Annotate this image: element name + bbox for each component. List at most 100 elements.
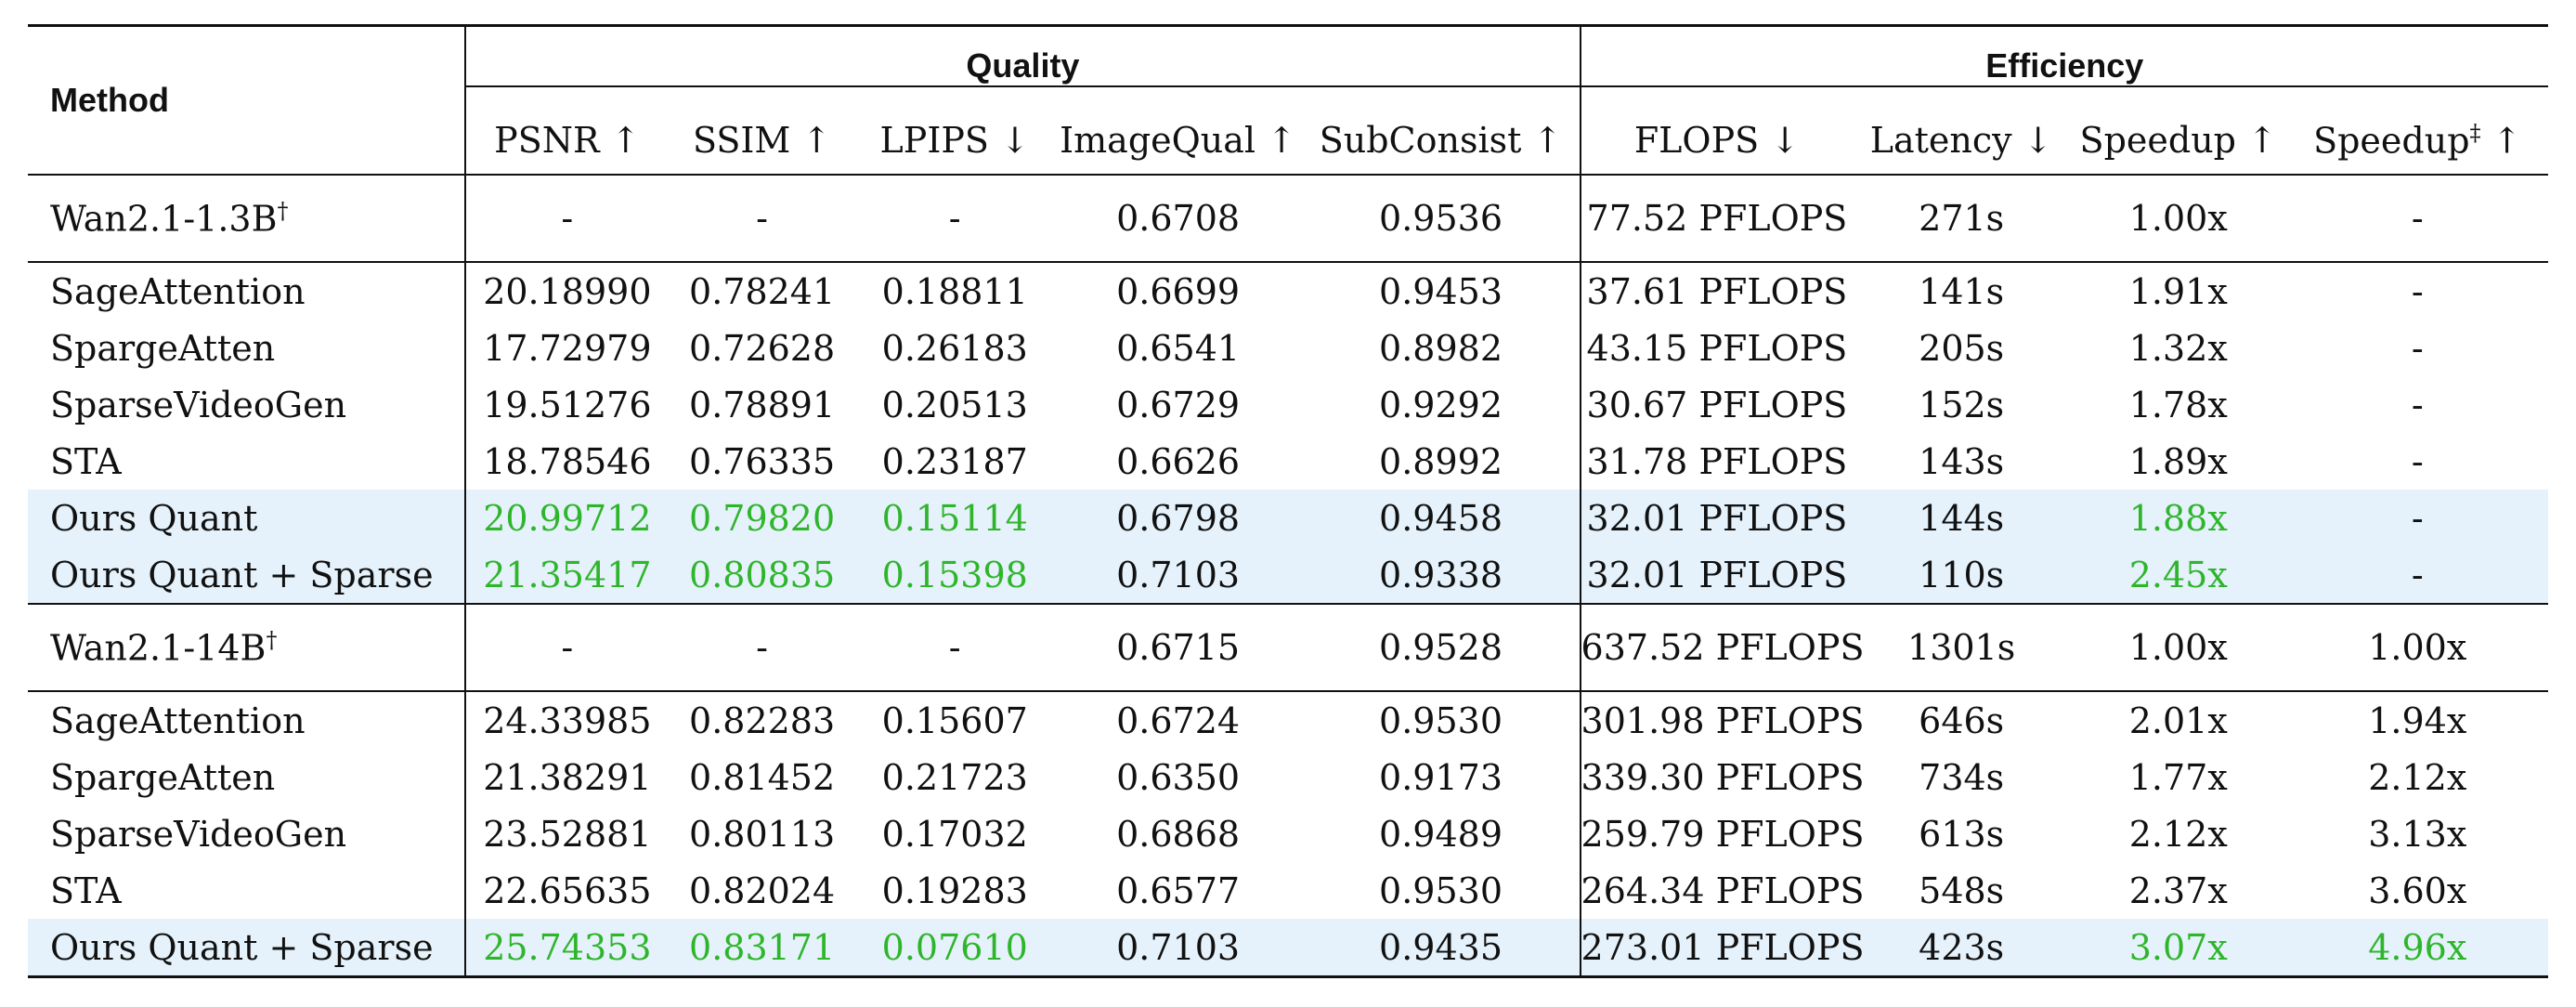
method-name-cell: SageAttention xyxy=(28,690,467,749)
value-cell: 423s xyxy=(1853,919,2070,978)
value-cell: 301.98 PFLOPS xyxy=(1580,690,1865,749)
value-cell: 0.6708 xyxy=(1053,174,1303,262)
value-cell: 0.26183 xyxy=(881,327,1028,369)
value-cell: 1.89x xyxy=(2128,440,2228,482)
value-cell: 734s xyxy=(1919,756,2005,798)
col-header-latency: Latency ↓ xyxy=(1869,120,2053,161)
value-cell: 1.91x xyxy=(2069,261,2287,320)
value-cell: 0.15607 xyxy=(855,690,1054,749)
value-cell: 0.7103 xyxy=(1053,546,1303,604)
value-cell: 613s xyxy=(1919,813,2005,855)
method-row: Ours Quant + Sparse 21.35417 0.80835 0.1539… xyxy=(28,546,2548,604)
method-row: STA 22.65635 0.82024 0.19283 0.6577 0.9530 264… xyxy=(28,862,2548,919)
value-cell: 2.45x xyxy=(2069,546,2287,604)
value-cell: 24.33985 xyxy=(465,690,669,749)
value-cell: 0.6350 xyxy=(1116,756,1241,798)
col-header-imagequal: ImageQual ↑ xyxy=(1060,120,1296,161)
value-cell: - xyxy=(855,174,1054,262)
value-cell: 30.67 PFLOPS xyxy=(1586,384,1848,425)
method-name-cell: Ours Quant + Sparse xyxy=(28,919,467,978)
value-cell: 2.01x xyxy=(2069,690,2287,749)
method-row: STA 18.78546 0.76335 0.23187 0.6626 0.8992 31.… xyxy=(28,433,2548,490)
value-cell: 0.9435 xyxy=(1302,919,1581,978)
value-cell: 0.72628 xyxy=(689,327,836,369)
value-cell: 0.82283 xyxy=(668,690,856,749)
value-cell: 0.19283 xyxy=(881,870,1028,911)
dagger-mark: † xyxy=(277,197,289,224)
value-cell: 0.6729 xyxy=(1116,384,1241,425)
value-cell: - xyxy=(2286,546,2548,604)
value-cell: 0.21723 xyxy=(881,756,1028,798)
value-cell: 17.72979 xyxy=(483,327,652,369)
baseline-row: Wan2.1-1.3B† - - -0.6708 0.9536 77.52 PFLOPS 2… xyxy=(28,174,2548,262)
method-name: Ours Quant + Sparse xyxy=(50,926,434,968)
speedup-dagger-text: Speedup xyxy=(2313,120,2470,162)
col-header-speedup: Speedup ↑ xyxy=(2079,120,2277,161)
efficiency-label: Efficiency xyxy=(1581,46,2548,87)
value-cell: 0.6868 xyxy=(1116,813,1241,855)
value-cell: 0.9530 xyxy=(1302,690,1581,749)
value-cell: 1.32x xyxy=(2128,327,2228,369)
method-name-cell: SparseVideoGen xyxy=(28,805,467,862)
value-cell: 0.9458 xyxy=(1302,490,1581,546)
value-cell: 43.15 PFLOPS xyxy=(1586,327,1848,369)
method-name: Wan2.1-1.3B xyxy=(50,198,278,240)
method-name-cell: STA xyxy=(28,862,467,919)
method-name-cell: Wan2.1-14B† xyxy=(28,603,467,691)
value-cell: 1301s xyxy=(1853,603,2070,691)
col-header-lpips: LPIPS ↓ xyxy=(879,120,1030,161)
value-cell: 0.76335 xyxy=(689,440,836,482)
value-cell: 264.34 PFLOPS xyxy=(1581,870,1865,911)
value-cell: - xyxy=(668,174,856,262)
col-header-subconsist: SubConsist ↑ xyxy=(1302,107,1581,175)
results-table: Method Quality Efficiency PSNR ↑ SSIM ↑ … xyxy=(28,24,2548,978)
value-cell: 1.00x xyxy=(2069,603,2287,691)
value-cell: 339.30 PFLOPS xyxy=(1581,756,1865,798)
value-cell: - xyxy=(2411,440,2424,482)
method-name-cell: SpargeAtten xyxy=(28,320,467,376)
value-cell: 0.17032 xyxy=(881,813,1028,855)
value-cell: 1.77x xyxy=(2128,756,2228,798)
value-cell: 0.6577 xyxy=(1116,870,1241,911)
value-cell: 143s xyxy=(1919,440,2005,482)
value-cell: 0.9489 xyxy=(1302,805,1581,862)
value-cell: 0.8982 xyxy=(1302,320,1581,376)
method-name: Ours Quant xyxy=(50,497,258,539)
method-name-cell: STA xyxy=(28,433,467,490)
baseline-row: Wan2.1-14B† - - -0.6715 0.9528 637.52 PFLOPS 1… xyxy=(28,603,2548,691)
value-cell: 0.18811 xyxy=(855,261,1054,320)
value-cell: 548s xyxy=(1919,870,2005,911)
value-cell: 0.7103 xyxy=(1053,919,1303,978)
value-cell: 19.51276 xyxy=(483,384,652,425)
col-header-ssim: SSIM ↑ xyxy=(692,120,832,161)
method-header: Method xyxy=(28,24,467,175)
value-cell: 1.94x xyxy=(2286,690,2548,749)
value-cell: 0.6715 xyxy=(1053,603,1303,691)
value-cell: 2.12x xyxy=(2128,813,2228,855)
value-cell: 3.13x xyxy=(2368,813,2467,855)
dagger-mark: † xyxy=(266,626,278,653)
value-cell: 0.23187 xyxy=(881,440,1028,482)
value-cell: 637.52 PFLOPS xyxy=(1580,603,1865,691)
value-cell: 21.38291 xyxy=(483,756,652,798)
value-cell: - xyxy=(668,603,856,691)
method-name: SageAttention xyxy=(50,270,306,312)
value-cell: 77.52 PFLOPS xyxy=(1580,174,1854,262)
speedup-dagger-arrow: ↑ xyxy=(2491,120,2522,162)
value-cell: 0.9530 xyxy=(1302,862,1581,919)
value-cell: 144s xyxy=(1853,490,2070,546)
col-header-psnr: PSNR ↑ xyxy=(494,120,641,161)
value-cell: 1.00x xyxy=(2286,603,2548,691)
value-cell: 259.79 PFLOPS xyxy=(1581,813,1865,855)
value-cell: 0.6626 xyxy=(1116,440,1241,482)
value-cell: 0.9292 xyxy=(1302,376,1581,433)
value-cell: 271s xyxy=(1853,174,2070,262)
value-cell: 0.81452 xyxy=(689,756,836,798)
col-header-speedup-dagger: Speedup‡ ↑ xyxy=(2287,107,2548,175)
value-cell: 25.74353 xyxy=(465,919,669,978)
value-cell: 0.9536 xyxy=(1302,174,1581,262)
method-row: SparseVideoGen 19.51276 0.78891 0.20513 0.67… xyxy=(28,376,2548,433)
quality-group-header: Quality xyxy=(465,24,1581,107)
value-cell: 0.8992 xyxy=(1302,433,1581,490)
value-cell: 20.18990 xyxy=(465,261,669,320)
